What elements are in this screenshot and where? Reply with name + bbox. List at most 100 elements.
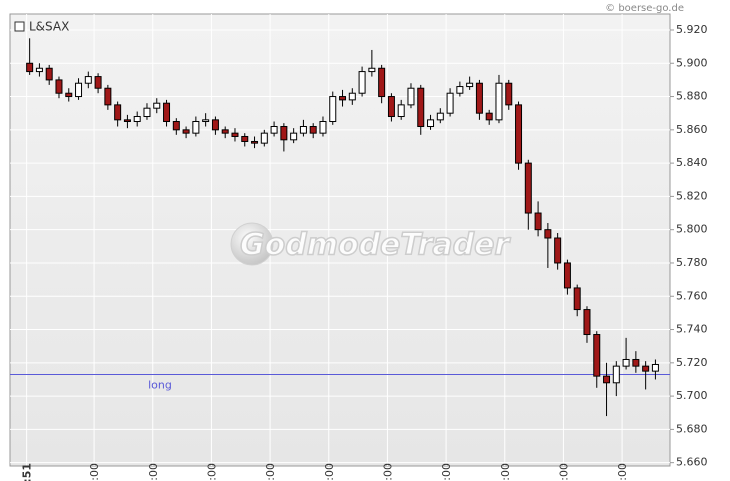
candle-body bbox=[329, 96, 337, 123]
candle-body bbox=[603, 375, 611, 384]
candle-body bbox=[94, 76, 102, 89]
candle-body bbox=[554, 237, 562, 264]
y-tick-label: 5.780 bbox=[676, 256, 708, 269]
x-tick-label: 18:00 bbox=[616, 463, 629, 481]
candle-body bbox=[397, 104, 405, 118]
x-tick-label: 15:00 bbox=[440, 463, 453, 481]
candle-body bbox=[515, 104, 523, 164]
candle-body bbox=[583, 309, 591, 336]
candle-body bbox=[104, 87, 112, 106]
y-tick-label: 5.860 bbox=[676, 123, 708, 136]
candle-body bbox=[143, 107, 151, 118]
y-tick-label: 5.720 bbox=[676, 356, 708, 369]
candle-body bbox=[221, 129, 229, 134]
y-tick-label: 5.820 bbox=[676, 189, 708, 202]
y-tick-label: 5.920 bbox=[676, 23, 708, 36]
watermark-text: GodmodeTrader bbox=[240, 228, 511, 263]
x-tick-label: 11:00 bbox=[205, 463, 218, 481]
candle-body bbox=[55, 79, 63, 94]
x-tick-label: 13:00 bbox=[323, 463, 336, 481]
candle-body bbox=[35, 67, 43, 73]
y-tick-label: 5.660 bbox=[676, 456, 708, 469]
candle-body bbox=[84, 76, 92, 84]
candle-body bbox=[270, 126, 278, 134]
candle-body bbox=[309, 126, 317, 134]
y-tick-label: 5.800 bbox=[676, 223, 708, 236]
candle-body bbox=[163, 102, 171, 123]
candle-body bbox=[378, 67, 386, 98]
chart-title: L&SAX bbox=[29, 20, 69, 34]
watermark: GodmodeTrader bbox=[230, 222, 512, 266]
candle-body bbox=[475, 82, 483, 114]
candle-body bbox=[339, 96, 347, 101]
y-tick-label: 5.900 bbox=[676, 56, 708, 69]
candle-body bbox=[368, 67, 376, 73]
candle-body bbox=[446, 92, 454, 114]
candle-body bbox=[75, 82, 83, 98]
candle-body bbox=[153, 102, 161, 109]
candle-body bbox=[290, 132, 298, 141]
candle-body bbox=[260, 132, 268, 144]
candle-body bbox=[642, 365, 650, 372]
candle-body bbox=[26, 62, 34, 73]
candle-body bbox=[534, 212, 542, 231]
x-tick-label: 17:00 bbox=[557, 463, 570, 481]
candle-body bbox=[427, 119, 435, 128]
x-tick-label: 12:00 bbox=[264, 463, 277, 481]
candle-body bbox=[133, 116, 141, 123]
candle-body bbox=[495, 82, 503, 121]
candle-body bbox=[202, 119, 210, 123]
candle-body bbox=[524, 162, 532, 214]
candle-body bbox=[387, 96, 395, 118]
candle-body bbox=[319, 121, 327, 134]
y-tick-label: 5.760 bbox=[676, 289, 708, 302]
candle-body bbox=[123, 119, 131, 123]
watermark-logo bbox=[230, 222, 274, 266]
candle-body bbox=[348, 92, 356, 101]
candle-body bbox=[505, 82, 513, 106]
candle-body bbox=[436, 112, 444, 121]
candle-body bbox=[241, 135, 249, 142]
y-tick-label: 5.880 bbox=[676, 90, 708, 103]
candle-body bbox=[45, 67, 53, 81]
candle-body bbox=[299, 126, 307, 134]
candle-body bbox=[182, 129, 190, 134]
candle-body bbox=[573, 287, 581, 311]
candle-body bbox=[231, 132, 239, 137]
x-tick-label: 10:00 bbox=[147, 463, 160, 481]
candle-body bbox=[172, 121, 180, 131]
candle-body bbox=[211, 119, 219, 131]
level-label: long bbox=[148, 378, 172, 391]
y-tick-label: 5.840 bbox=[676, 156, 708, 169]
candle-body bbox=[622, 358, 630, 367]
candle-body bbox=[192, 121, 200, 134]
candle-body bbox=[466, 82, 474, 88]
x-tick-label: 14:00 bbox=[381, 463, 394, 481]
candle-body bbox=[544, 229, 552, 239]
candle-body bbox=[593, 334, 601, 377]
candle-body bbox=[456, 86, 464, 94]
x-tick-label: 07:51 bbox=[21, 463, 34, 481]
candle-body bbox=[485, 112, 493, 121]
y-tick-label: 5.740 bbox=[676, 323, 708, 336]
candle-body bbox=[65, 92, 73, 98]
candle-body bbox=[280, 126, 288, 141]
candles bbox=[10, 38, 670, 417]
candle-body bbox=[651, 363, 659, 372]
candle-body bbox=[358, 71, 366, 94]
candle-body bbox=[632, 358, 640, 367]
grid bbox=[10, 14, 674, 466]
candle-body bbox=[114, 104, 122, 121]
candle-body bbox=[612, 365, 620, 384]
x-tick-label: 16:00 bbox=[499, 463, 512, 481]
legend-box bbox=[14, 21, 25, 32]
y-tick-label: 5.700 bbox=[676, 389, 708, 402]
x-tick-label: 09:00 bbox=[88, 463, 101, 481]
source: © boerse-go.de bbox=[605, 3, 684, 14]
candle-body bbox=[417, 87, 425, 128]
candle-body bbox=[563, 262, 571, 289]
candle-body bbox=[407, 87, 415, 106]
y-tick-label: 5.680 bbox=[676, 422, 708, 435]
candle-body bbox=[251, 140, 259, 144]
